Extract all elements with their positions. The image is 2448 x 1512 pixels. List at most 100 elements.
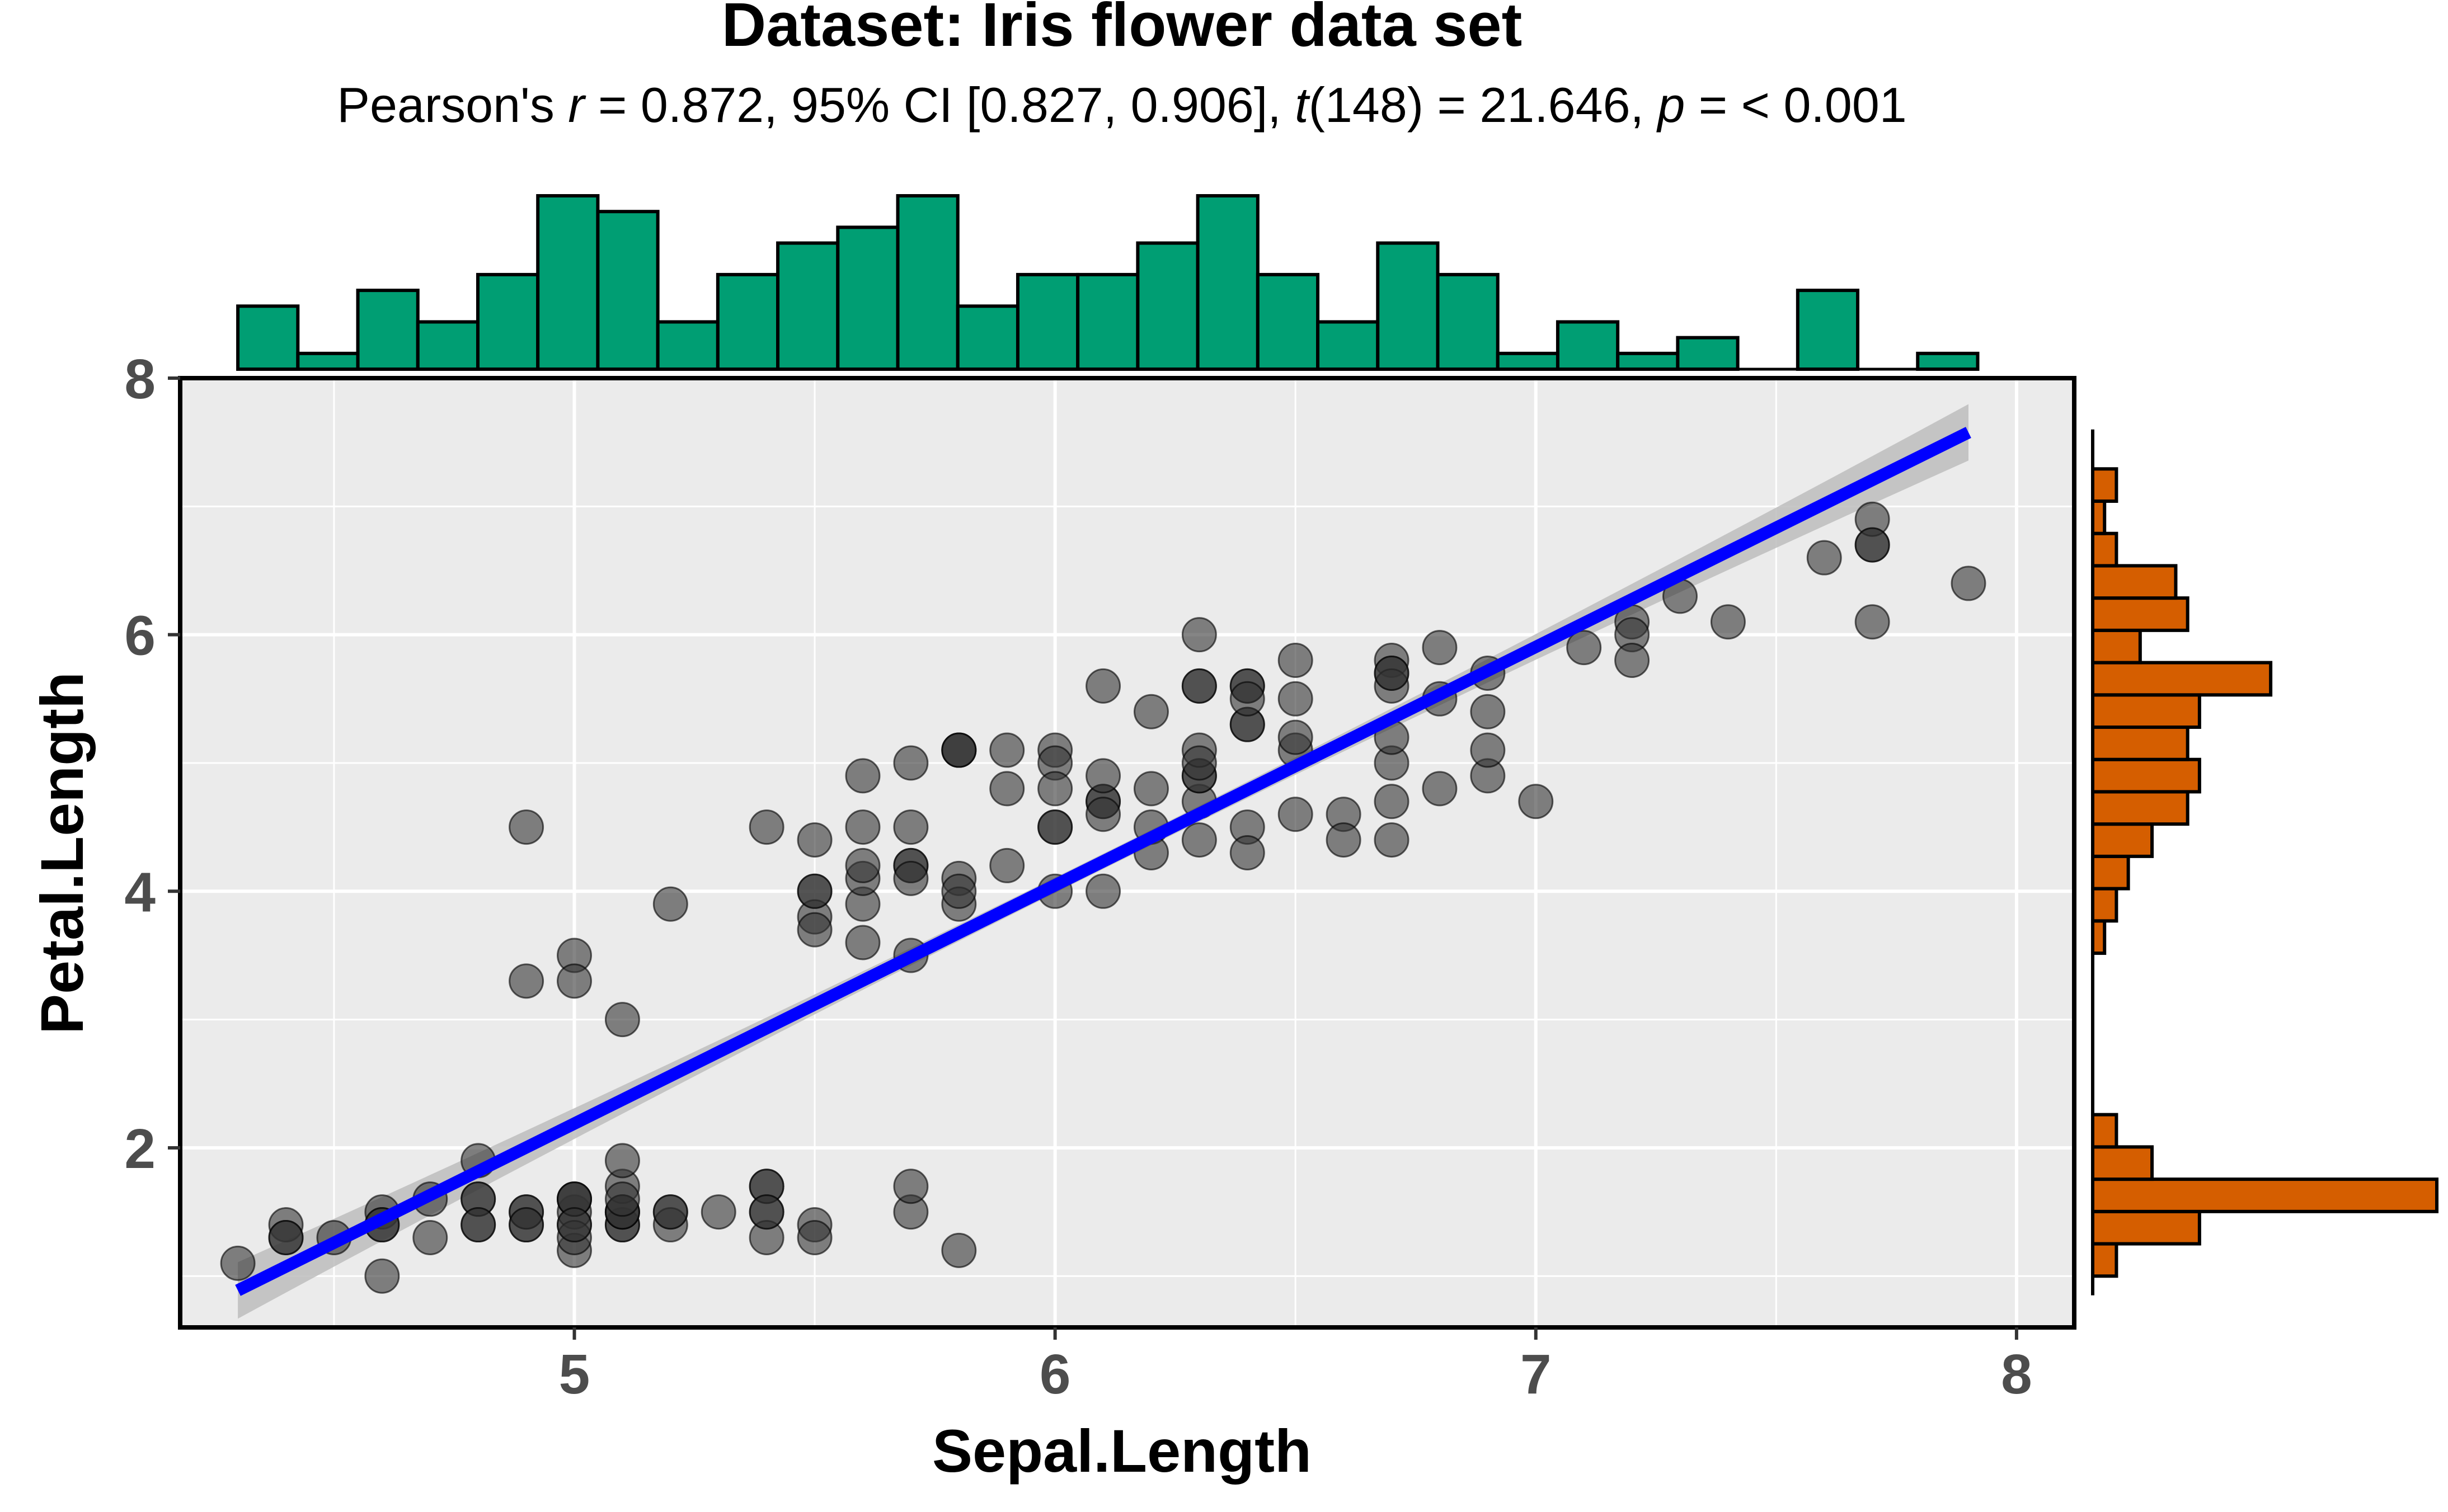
right-histogram-bar [2091,1145,2154,1181]
scatter-point [509,809,544,845]
x-tick-label: 8 [2001,1343,2032,1406]
scatter-point [941,1232,977,1268]
right-histogram-bar [2091,693,2201,729]
top-histogram-bar [236,304,300,371]
scatter-point [1277,797,1313,832]
top-histogram-bar [776,241,840,371]
scatter-point [749,1194,784,1230]
scatter-point [749,809,784,845]
scatter-point [893,745,929,781]
scatter-point [1229,835,1265,870]
x-axis-title: Sepal.Length [932,1417,1312,1485]
scatter-point [1229,681,1265,717]
scatter-point [652,1194,688,1230]
scatter-point [989,847,1025,883]
scatter-point [1422,771,1458,807]
top-histogram-bar [1676,336,1740,371]
scatter-point [1133,694,1169,729]
subtitle-t-symbol: t [1295,77,1310,133]
right-histogram-bar [2091,822,2154,858]
x-tick-label: 5 [559,1343,590,1406]
top-histogram-bar [1496,351,1559,371]
scatter-point [1470,694,1506,729]
x-tick-label: 6 [1040,1343,1071,1406]
right-histogram-bar [2091,1209,2201,1246]
scatter-point [845,925,881,960]
scatter-point [1181,822,1217,858]
top-histogram-bar [1616,351,1680,371]
scatter-point [1374,784,1409,819]
scatter-point [1181,668,1217,704]
scatter-point [1133,771,1169,807]
scatter-point [1277,681,1313,717]
subtitle-r-text: = 0.872, 95% CI [0.827, 0.906], [585,77,1295,133]
right-histogram-bar [2091,790,2189,826]
y-tick-label: 8 [124,348,156,411]
chart-title: Dataset: Iris flower data set [722,0,1522,59]
scatter-point [1854,604,1890,640]
top-histogram-bar [1916,351,1980,371]
top-histogram-bar [1256,272,1320,371]
x-axis: 5 6 7 8 [180,1325,2074,1406]
scatter-point [845,847,881,883]
top-histogram-bar [1376,241,1440,371]
top-histogram-bar [836,225,900,371]
top-histogram-bar [1436,272,1500,371]
scatter-point [941,732,977,768]
right-histogram-bar [2091,757,2201,794]
scatter-point [1710,604,1746,640]
scatter-point [1470,732,1506,768]
right-histogram-bar [2091,887,2118,923]
scatter-point [556,963,592,999]
scatter-point [1037,809,1073,845]
top-histogram-bar [1076,272,1140,371]
scatter-point [1277,643,1313,679]
scatter-point [412,1219,448,1255]
right-histogram-bar [2091,726,2189,761]
top-histogram-bar [1316,320,1380,371]
top-marginal-histogram [236,194,1980,371]
scatter-point [1037,771,1073,807]
right-marginal-histogram [2091,429,2438,1296]
scatter-point [1614,643,1650,679]
y-tick-label: 4 [124,861,156,924]
scatter-point [1086,873,1121,909]
scatter-point [1086,797,1121,832]
top-histogram-bar [1136,241,1200,371]
scatter-point [1181,745,1217,781]
right-histogram-bar [2091,661,2273,697]
scatter-point [1951,566,1986,601]
scatter-point [1181,617,1217,653]
right-histogram-bar [2091,919,2107,955]
scatter-point [1518,784,1554,819]
top-histogram-bar [416,320,480,371]
top-histogram-bar [596,210,660,371]
scatter-point [845,809,881,845]
y-axis: 2 4 6 8 [124,348,180,1180]
subtitle-prefix: Pearson's [337,77,568,133]
scatter-point [1086,668,1121,704]
right-histogram-bar [2091,1113,2118,1149]
fit-line [235,427,1971,1296]
scatter-point [1086,758,1121,794]
scatter-point [1566,630,1602,666]
scatter-point [701,1194,736,1230]
scatter-point [1374,655,1409,691]
x-tick-label: 7 [1520,1343,1552,1406]
subtitle-r-symbol: r [568,77,586,133]
y-tick-label: 6 [124,605,156,667]
scatter-point [893,860,929,896]
scatter-point [989,732,1025,768]
top-histogram-bar [1016,272,1080,371]
subtitle-p-symbol: p [1656,77,1685,133]
scatter-point [461,1207,496,1243]
right-histogram-bar [2091,531,2118,568]
subtitle-t-text: (148) = 21.646, [1309,77,1658,133]
chart-subtitle: Pearson's r = 0.872, 95% CI [0.827, 0.90… [337,77,1906,133]
top-histogram-bar [476,272,540,371]
scatter-point [893,809,929,845]
scatter-point [1422,630,1458,666]
right-histogram-bar [2091,499,2107,535]
top-histogram-bar [1556,320,1620,371]
